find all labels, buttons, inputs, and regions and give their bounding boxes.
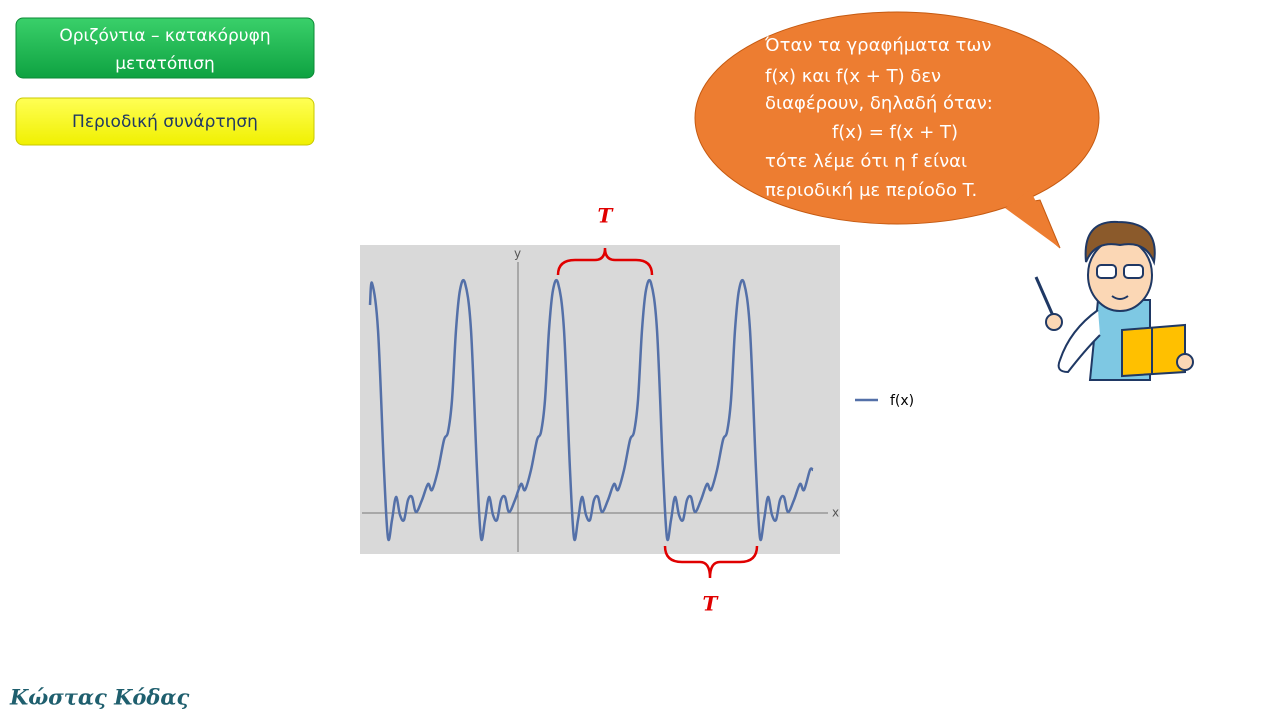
period-label: T — [598, 204, 615, 228]
teacher-illustration — [1034, 220, 1194, 381]
bubble-text: Όταν τα γραφήματα των f(x) και f(x + T) δ… — [764, 35, 993, 201]
period-label: T — [703, 592, 720, 616]
speech-bubble — [694, 11, 1100, 225]
bubble-line: Όταν τα γραφήματα των — [764, 35, 991, 56]
x-axis-label: x — [832, 506, 839, 520]
bubble-line: διαφέρουν, δηλαδή όταν: — [765, 93, 993, 114]
function-curve — [368, 278, 814, 542]
nav-button[interactable] — [15, 97, 315, 146]
period-brace — [663, 545, 759, 579]
y-axis-label: y — [514, 247, 521, 261]
bubble-line: f(x) και f(x + T) δεν — [765, 66, 941, 87]
bubble-tail — [1005, 190, 1060, 248]
nav-button[interactable] — [15, 17, 315, 79]
period-brace — [556, 247, 654, 276]
bubble-line: τότε λέμε ότι η f είναι — [765, 151, 967, 172]
bubble-line: f(x) = f(x + T) — [832, 122, 958, 143]
legend-label: f(x) — [890, 393, 914, 409]
footer-signature: Κώστας Κόδας — [9, 685, 190, 710]
bubble-line: περιοδική με περίοδο T. — [765, 180, 977, 201]
button-label: Περιοδική συνάρτηση — [72, 112, 258, 132]
button-label: Οριζόντια – κατακόρυφη μετατόπιση — [59, 26, 270, 74]
